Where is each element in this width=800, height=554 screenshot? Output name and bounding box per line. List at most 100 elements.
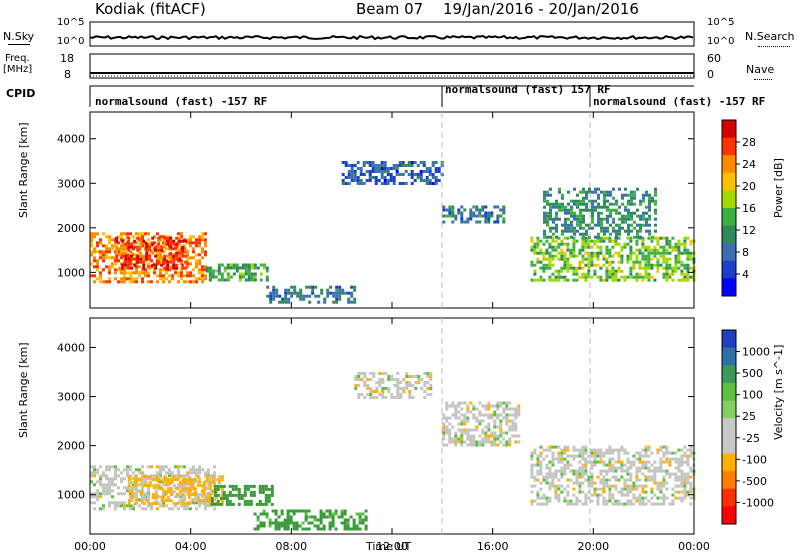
echo-cell [493,434,497,438]
echo-cell [587,245,591,249]
echo-cell [357,378,361,381]
echo-cell [111,483,114,487]
echo-cell [186,256,189,260]
echo-cell [484,214,488,218]
echo-cell [499,440,503,444]
echo-cell [383,161,387,164]
echo-cell [563,451,567,455]
echo-cell [457,422,461,426]
echo-cell [585,208,588,212]
echo-cell [183,489,186,493]
echo-cell [647,278,651,282]
echo-cell [674,245,678,249]
echo-cell [662,454,666,458]
echo-cell [466,220,470,224]
echo-cell [322,524,326,528]
echo-cell [258,484,262,488]
echo-cell [181,481,185,485]
echo-cell [608,466,612,470]
echo-cell [364,515,368,519]
echo-cell [648,193,651,197]
echo-cell [448,214,452,218]
echo-cell [591,214,594,218]
echo-cell [582,187,585,191]
echo-cell [144,274,147,278]
echo-cell [627,223,630,227]
echo-cell [169,236,173,240]
echo-cell [448,211,452,215]
echo-cell [584,257,588,261]
echo-cell [132,235,135,239]
echo-cell [654,193,657,197]
echo-cell [96,268,99,272]
echo-cell [572,469,576,473]
echo-cell [343,512,347,516]
echo-cell [683,278,687,282]
echo-cell [573,232,576,236]
echo-cell [563,487,567,491]
echo-cell [138,483,141,487]
echo-cell [656,239,660,243]
echo-cell [536,260,540,264]
echo-cell [165,465,168,469]
echo-cell [105,483,108,487]
echo-cell [533,451,537,455]
echo-cell [411,375,415,378]
echo-cell [502,217,506,221]
echo-cell [533,463,537,467]
echo-cell [481,428,485,432]
echo-cell [286,518,290,522]
echo-cell [590,493,594,497]
echo-cell [292,509,296,513]
echo-cell [573,214,576,218]
echo-cell [572,266,576,270]
echo-cell [590,263,594,267]
echo-cell [644,248,648,252]
echo-cell [548,245,552,249]
echo-cell [638,499,642,503]
echo-cell [617,454,621,458]
echo-cell [563,496,567,500]
echo-cell [90,495,93,499]
echo-cell [614,448,618,452]
echo-cell [600,220,603,224]
echo-cell [163,236,167,240]
echo-cell [614,239,618,243]
echo-cell [560,469,564,473]
echo-cell [644,466,648,470]
echo-cell [148,266,152,270]
echo-cell [142,254,146,258]
echo-cell [93,247,96,251]
echo-cell [596,475,600,479]
echo-cell [596,257,600,261]
echo-cell [665,236,669,240]
echo-cell [216,499,220,503]
echo-cell [671,248,675,252]
echo-cell [635,242,639,246]
echo-cell [659,502,663,506]
echo-cell [186,507,189,511]
echo-cell [686,236,690,240]
echo-cell [683,239,687,243]
echo-cell [93,495,96,499]
echo-cell [680,475,684,479]
echo-cell [165,268,168,272]
echo-cell [638,451,642,455]
echo-cell [608,236,612,240]
echo-cell [384,396,388,399]
echo-cell [551,263,555,267]
echo-cell [602,257,606,261]
echo-cell [590,239,594,243]
echo-cell [536,460,540,464]
echo-cell [680,460,684,464]
echo-cell [662,478,666,482]
echo-cell [659,490,663,494]
echo-cell [490,404,494,408]
echo-cell [689,251,693,255]
echo-cell [154,493,158,497]
echo-cell [284,300,288,304]
echo-cell [680,263,684,267]
echo-cell [570,235,573,239]
echo-cell [539,451,543,455]
echo-cell [665,469,669,473]
